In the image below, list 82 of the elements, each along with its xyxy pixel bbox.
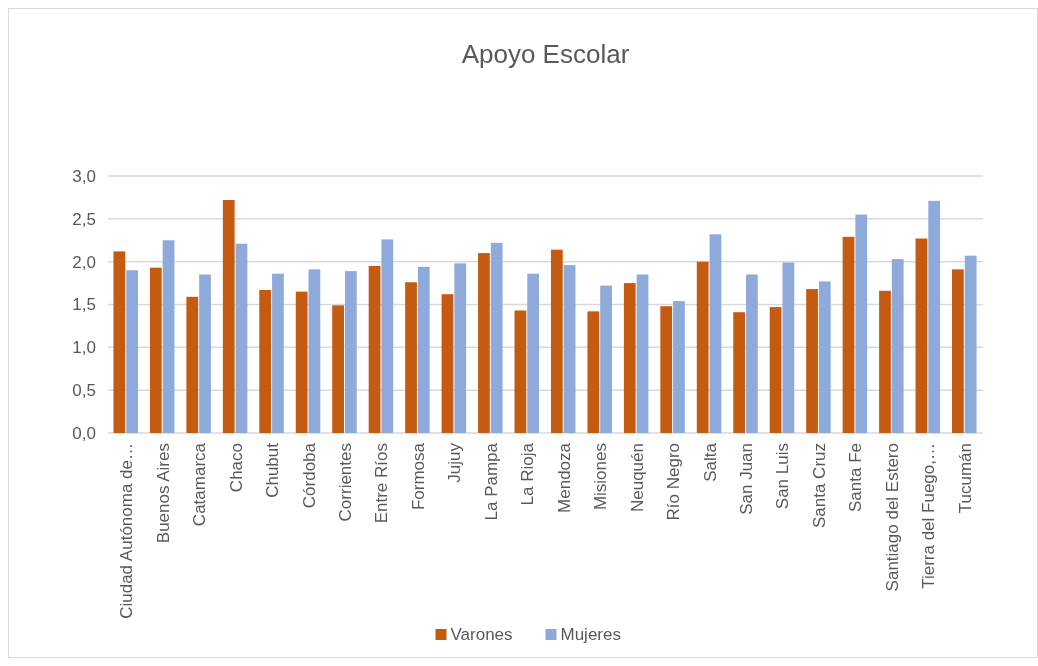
- bar: [587, 311, 600, 433]
- bar: [332, 305, 344, 433]
- y-tick-label: 0,5: [72, 381, 96, 401]
- bar: [272, 273, 284, 433]
- bar: [696, 261, 709, 433]
- bar: [199, 274, 211, 433]
- x-tick-label: La Pampa: [481, 442, 501, 521]
- x-tick-label: Chaco: [226, 443, 246, 493]
- bar: [162, 240, 175, 433]
- x-tick-label: Neuquén: [627, 443, 647, 513]
- x-tick-label: Formosa: [408, 442, 428, 511]
- x-tick-label: Chubut: [263, 442, 283, 498]
- x-tick-label: Buenos Aires: [153, 443, 173, 544]
- bar: [417, 266, 430, 433]
- bar: [381, 239, 394, 433]
- x-tick-label: Entre Ríos: [372, 443, 392, 524]
- x-tick-label: Misiones: [591, 443, 611, 511]
- x-tick-label: Salta: [700, 442, 720, 482]
- y-tick-label: 0,0: [72, 423, 96, 443]
- bar: [490, 242, 503, 433]
- bar: [818, 281, 831, 433]
- bar: [344, 271, 357, 433]
- bar: [733, 312, 746, 433]
- bar: [478, 253, 490, 433]
- bar: [186, 296, 199, 433]
- bar: [769, 307, 782, 433]
- bar: [527, 273, 540, 433]
- bar: [623, 283, 636, 433]
- y-tick-label: 1,0: [72, 338, 96, 358]
- bar: [149, 267, 162, 433]
- bar: [952, 269, 964, 433]
- bar: [259, 289, 272, 433]
- x-tick-label: Santa Fe: [846, 443, 866, 512]
- bar: [782, 262, 795, 433]
- bar: [563, 265, 576, 433]
- y-tick-label: 3,0: [72, 166, 96, 186]
- legend-label: Mujeres: [560, 625, 621, 644]
- bar: [660, 306, 673, 433]
- bar: [928, 200, 941, 433]
- x-tick-label: Santa Cruz: [809, 443, 829, 529]
- bar: [842, 236, 855, 433]
- bar: [915, 238, 928, 433]
- x-tick-label: Tierra del Fuego,…: [919, 443, 939, 589]
- bar: [295, 291, 308, 433]
- x-tick-label: San Juan: [737, 443, 757, 515]
- bar: [222, 199, 235, 433]
- bar: [600, 285, 612, 433]
- y-tick-label: 2,5: [72, 209, 96, 229]
- x-tick-label: Catamarca: [190, 442, 210, 527]
- bar: [879, 290, 891, 433]
- bar: [964, 255, 977, 433]
- x-tick-label: Santiago del Estero: [882, 443, 902, 592]
- bar: [891, 259, 904, 433]
- x-tick-label: Jujuy: [445, 442, 465, 483]
- x-tick-label: Corrientes: [335, 443, 355, 522]
- bar: [550, 249, 563, 433]
- chart-title: Apoyo Escolar: [461, 39, 630, 69]
- bar: [514, 310, 527, 433]
- bar: [368, 265, 381, 433]
- x-tick-label: Mendoza: [554, 442, 574, 513]
- bar: [126, 270, 138, 433]
- y-tick-label: 1,5: [72, 295, 96, 315]
- bar: [855, 214, 868, 433]
- bar: [746, 274, 758, 433]
- y-tick-label: 2,0: [72, 252, 96, 272]
- bar: [405, 282, 417, 433]
- x-tick-label: Río Negro: [664, 443, 684, 521]
- bar: [235, 243, 248, 433]
- legend-label: Varones: [450, 625, 513, 644]
- bar: [113, 251, 126, 433]
- bar: [636, 274, 649, 433]
- bar: [441, 294, 454, 433]
- x-tick-label: San Luis: [773, 443, 793, 510]
- x-tick-label: La Rioja: [518, 442, 538, 506]
- bar: [673, 301, 685, 433]
- x-tick-label: Tucumán: [955, 443, 975, 514]
- x-tick-label: Ciudad Autónoma de…: [117, 443, 137, 619]
- bar: [806, 289, 818, 433]
- x-tick-label: Córdoba: [299, 442, 319, 509]
- bar: [308, 269, 321, 433]
- bar: [709, 234, 722, 433]
- bar: [454, 263, 467, 433]
